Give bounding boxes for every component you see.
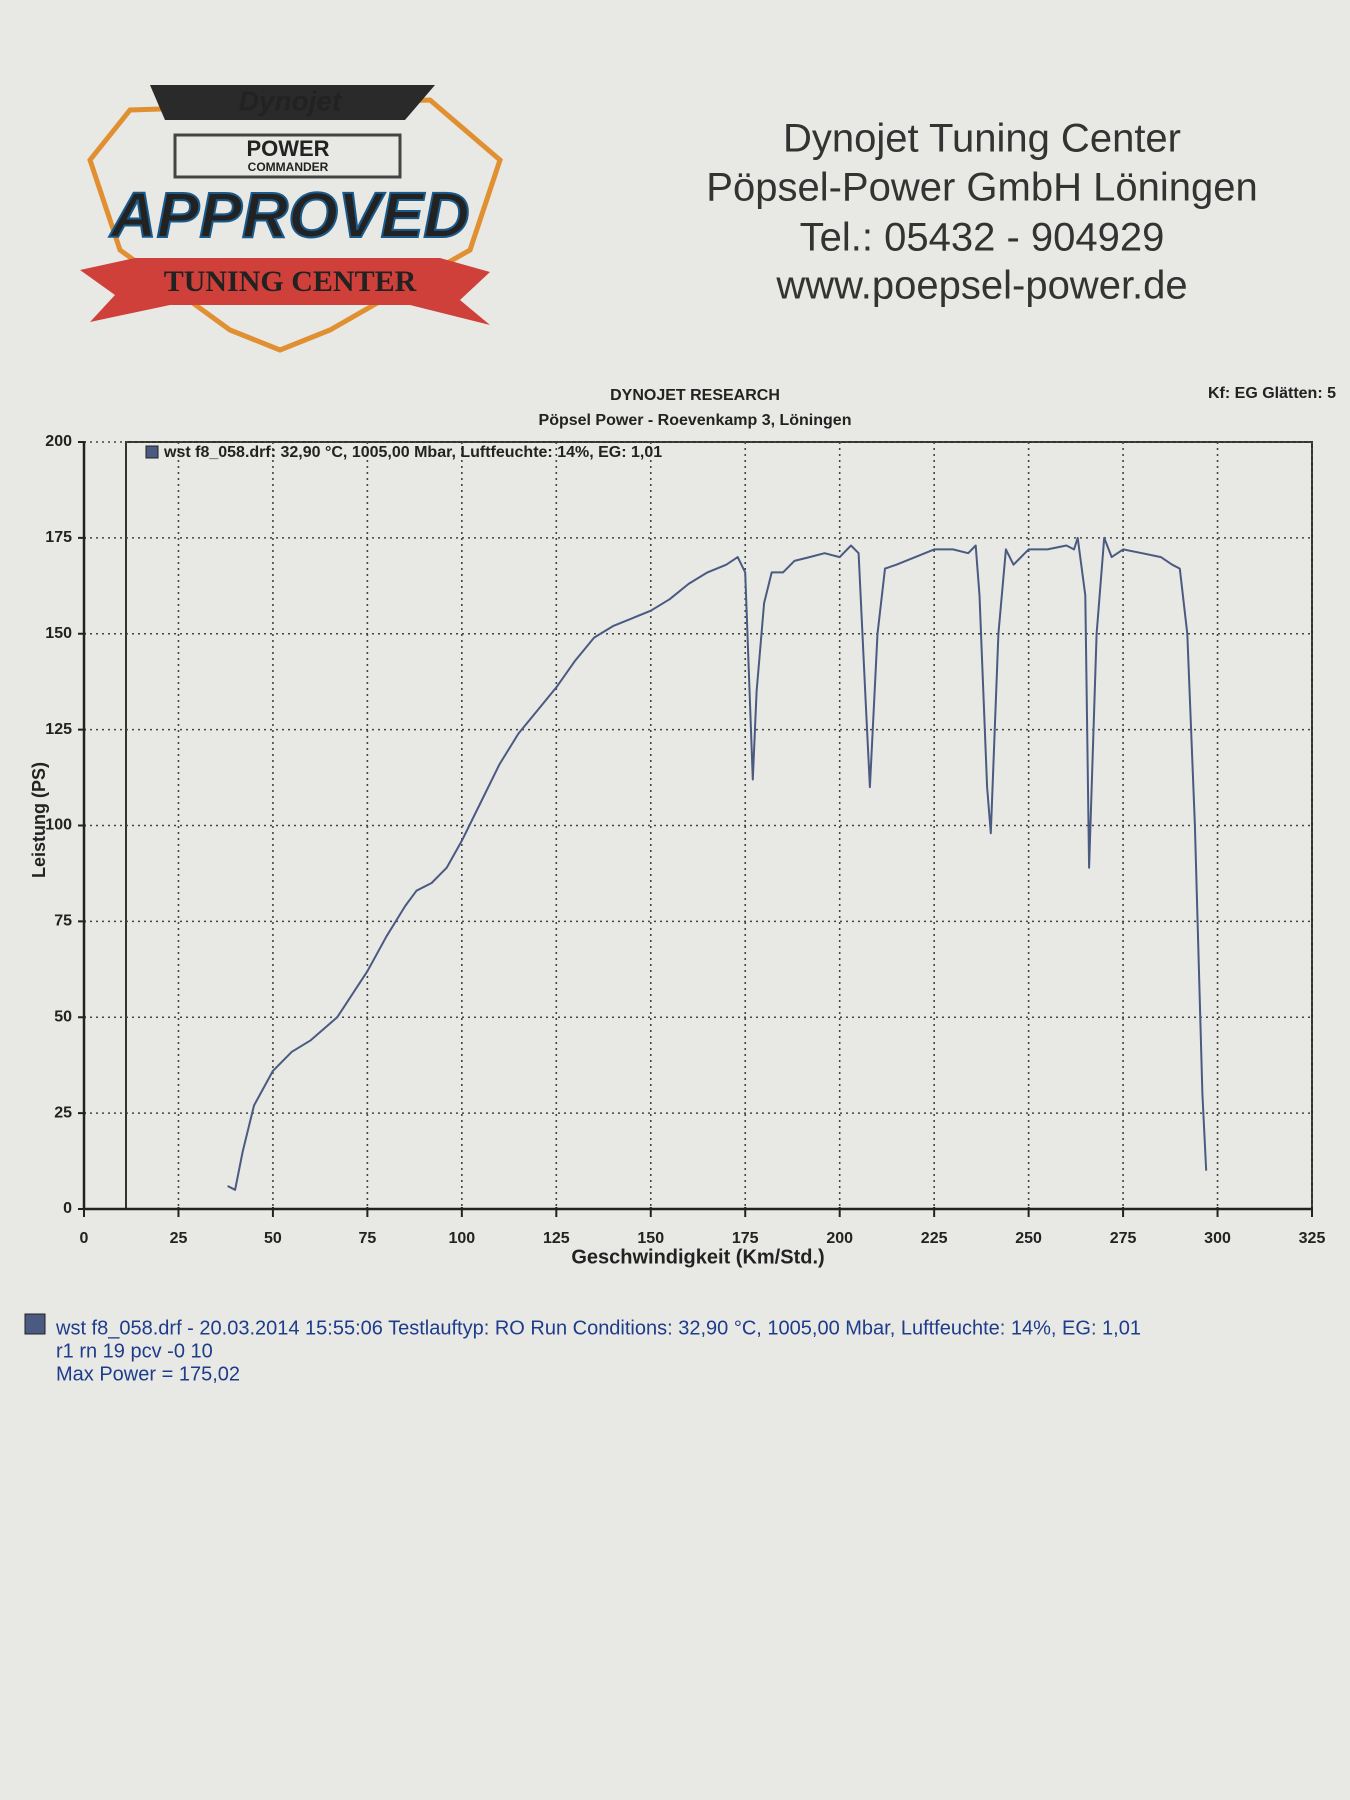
x-tick-label: 50 — [264, 1230, 282, 1247]
header-line: Tel.: 05432 - 904929 — [800, 216, 1165, 260]
logo: Dynojet POWER COMMANDER APPROVED TUNING … — [80, 85, 503, 353]
chart-note: Kf: EG Glätten: 5 — [1208, 385, 1336, 402]
y-tick-label: 0 — [63, 1200, 72, 1217]
logo-banner — [80, 258, 490, 325]
logo-brand: Dynojet — [239, 85, 343, 116]
logo-frame — [87, 97, 503, 353]
data-line — [227, 536, 1208, 1191]
logo-product-box — [173, 133, 402, 179]
x-tick-label: 100 — [448, 1230, 475, 1247]
x-tick-label: 175 — [732, 1230, 759, 1247]
logo-badge: APPROVED — [108, 179, 469, 251]
x-tick-label: 300 — [1204, 1230, 1231, 1247]
x-tick-label: 125 — [543, 1230, 570, 1247]
chart-subtitle: Pöpsel Power - Roevenkamp 3, Löningen — [539, 412, 852, 429]
y-tick-label: 25 — [54, 1104, 72, 1121]
x-tick-label: 200 — [826, 1230, 853, 1247]
header-line: www.poepsel-power.de — [775, 264, 1187, 308]
footer-line: wst f8_058.drf - 20.03.2014 15:55:06 Tes… — [55, 1317, 1141, 1339]
x-tick-label: 0 — [80, 1230, 89, 1247]
y-tick-label: 50 — [54, 1008, 72, 1025]
footer-line: Max Power = 175,02 — [56, 1363, 240, 1385]
x-tick-label: 25 — [170, 1230, 188, 1247]
y-axis-label: Leistung (PS) — [29, 762, 49, 878]
x-tick-label: 275 — [1110, 1230, 1137, 1247]
logo-brand-bar — [150, 85, 435, 120]
header-line: Pöpsel-Power GmbH Löningen — [706, 166, 1257, 210]
header-line: Dynojet Tuning Center — [783, 117, 1181, 161]
y-tick-label: 100 — [45, 817, 72, 834]
legend-swatch — [145, 445, 159, 459]
y-tick-label: 75 — [54, 913, 72, 930]
x-tick-label: 225 — [921, 1230, 948, 1247]
x-tick-label: 325 — [1299, 1230, 1326, 1247]
legend-label: wst f8_058.drf: 32,90 °C, 1005,00 Mbar, … — [163, 444, 662, 461]
y-tick-label: 150 — [45, 625, 72, 642]
x-axis-label: Geschwindigkeit (Km/Std.) — [571, 1246, 824, 1268]
x-tick-label: 250 — [1015, 1230, 1042, 1247]
logo-product-bottom: COMMANDER — [248, 160, 329, 174]
logo-banner-text: TUNING CENTER — [164, 265, 417, 298]
x-tick-label: 150 — [637, 1230, 664, 1247]
y-tick-label: 125 — [45, 721, 72, 738]
x-tick-label: 75 — [358, 1230, 376, 1247]
footer-legend-swatch — [24, 1313, 46, 1335]
y-tick-label: 175 — [45, 529, 72, 546]
logo-product-top: POWER — [246, 136, 329, 161]
y-tick-label: 200 — [45, 433, 72, 450]
chart-title: DYNOJET RESEARCH — [610, 387, 780, 404]
footer-line: r1 rn 19 pcv -0 10 — [56, 1340, 213, 1362]
